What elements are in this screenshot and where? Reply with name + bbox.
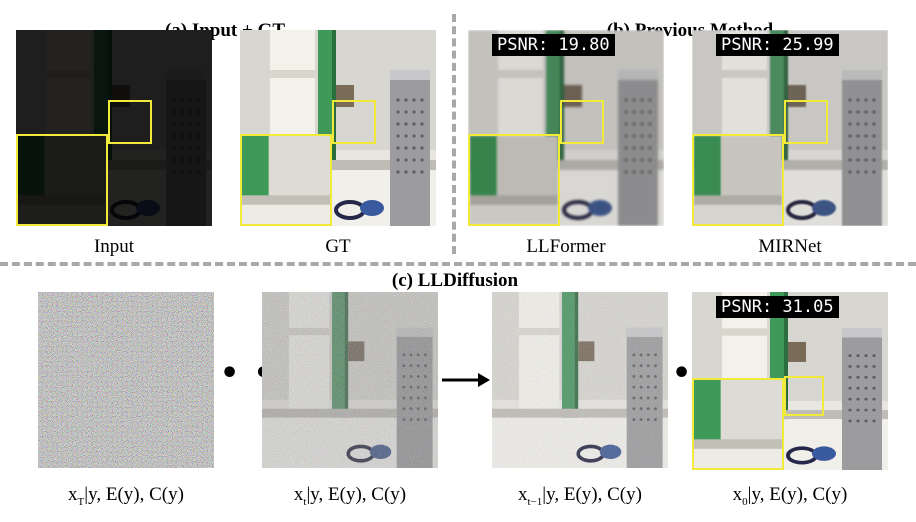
zoom-inset [692, 378, 784, 470]
gt-image [240, 30, 436, 226]
vertical-divider [452, 14, 456, 254]
arrow-right-icon [442, 373, 490, 387]
zoom-inset [16, 134, 108, 226]
xT-noise-image [38, 292, 214, 468]
llformer-caption: LLFormer [526, 236, 606, 257]
xt-image [262, 292, 438, 468]
zoom-region-box [560, 100, 604, 144]
x0-result-image: PSNR: 31.05 [692, 292, 888, 470]
section-c-title: (c) LLDiffusion [391, 270, 519, 291]
psnr-label: PSNR: 19.80 [492, 34, 615, 56]
zoom-inset [240, 134, 332, 226]
llformer-image: PSNR: 19.80 [468, 30, 664, 226]
xt-caption: xt|y, E(y), C(y) [293, 484, 407, 508]
xT-caption: xT|y, E(y), C(y) [68, 484, 184, 508]
zoom-region-box [784, 100, 828, 144]
zoom-region-box [332, 100, 376, 144]
gt-caption: GT [325, 236, 351, 257]
xt-minus-1-caption: xt−1|y, E(y), C(y) [518, 484, 642, 508]
zoom-inset [692, 134, 784, 226]
x0-caption: x0|y, E(y), C(y) [732, 484, 848, 508]
input-image [16, 30, 212, 226]
horizontal-divider [0, 262, 916, 266]
zoom-region-box [108, 100, 152, 144]
zoom-inset [468, 134, 560, 226]
psnr-label: PSNR: 31.05 [716, 296, 839, 318]
xt-minus-1-image [492, 292, 668, 468]
mirnet-image: PSNR: 25.99 [692, 30, 888, 226]
mirnet-caption: MIRNet [758, 236, 822, 257]
input-caption: Input [93, 236, 135, 257]
zoom-region-box [784, 376, 824, 416]
psnr-label: PSNR: 25.99 [716, 34, 839, 56]
